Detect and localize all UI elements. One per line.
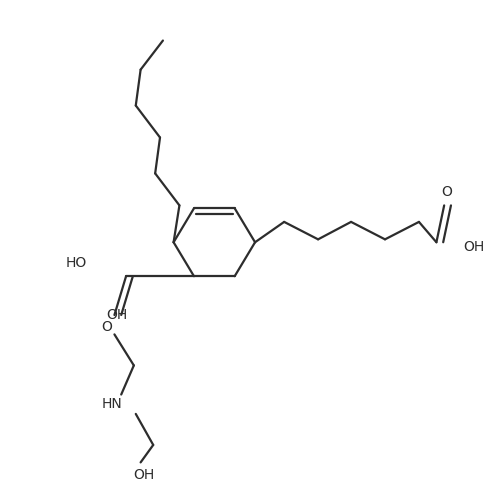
Text: OH: OH bbox=[106, 308, 127, 322]
Text: OH: OH bbox=[133, 468, 154, 482]
Text: OH: OH bbox=[463, 240, 484, 254]
Text: O: O bbox=[101, 319, 112, 334]
Text: HN: HN bbox=[101, 397, 121, 411]
Text: O: O bbox=[441, 185, 452, 199]
Text: HO: HO bbox=[66, 256, 87, 270]
